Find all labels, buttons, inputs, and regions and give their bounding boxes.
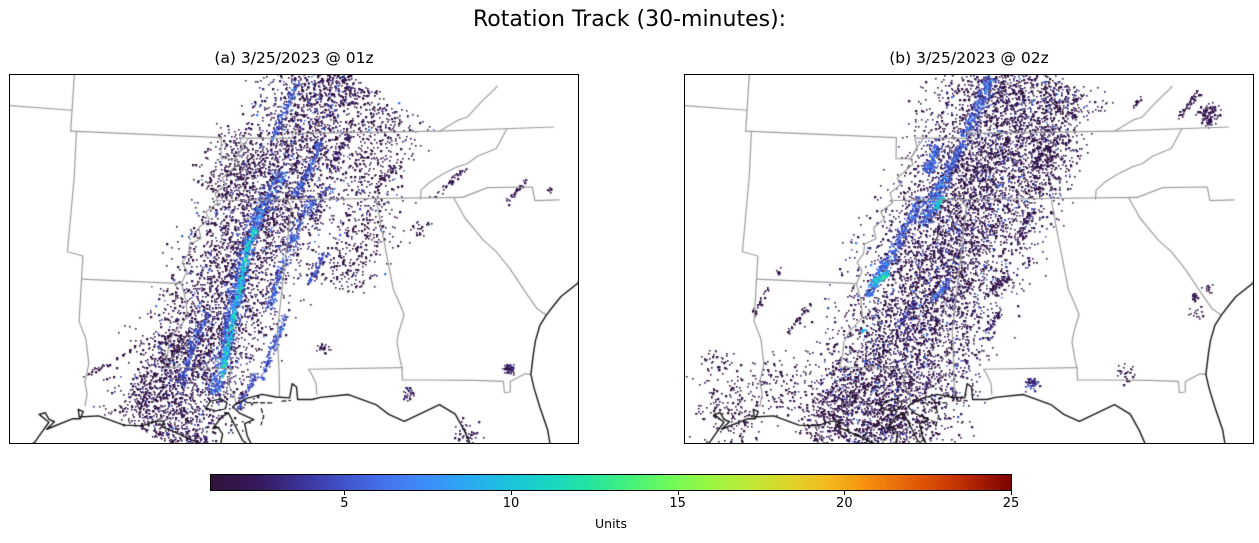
colorbar-tick-mark — [1011, 491, 1012, 495]
colorbar-tick-label: 20 — [836, 496, 853, 511]
colorbar-tick-label: 10 — [502, 496, 520, 511]
map-canvas-b — [685, 75, 1253, 443]
panel-a-title: (a) 3/25/2023 @ 01z — [214, 49, 374, 67]
colorbar-tick-mark — [677, 491, 679, 495]
map-panel-b — [684, 74, 1254, 444]
colorbar-gradient — [211, 475, 1011, 490]
panel-b-title: (b) 3/25/2023 @ 02z — [889, 49, 1049, 67]
colorbar-tick-label: 15 — [669, 496, 686, 511]
map-panel-a — [9, 74, 579, 444]
colorbar-tick-label: 25 — [1002, 496, 1020, 511]
colorbar-units-label: Units — [595, 516, 627, 531]
colorbar-tick-mark — [344, 491, 346, 495]
map-canvas-a — [10, 75, 578, 443]
colorbar-tick-mark — [844, 491, 846, 495]
colorbar-tick-mark — [511, 491, 512, 495]
colorbar-tick-label: 5 — [340, 496, 349, 511]
figure-title: Rotation Track (30-minutes): — [472, 7, 787, 32]
colorbar — [210, 474, 1012, 491]
